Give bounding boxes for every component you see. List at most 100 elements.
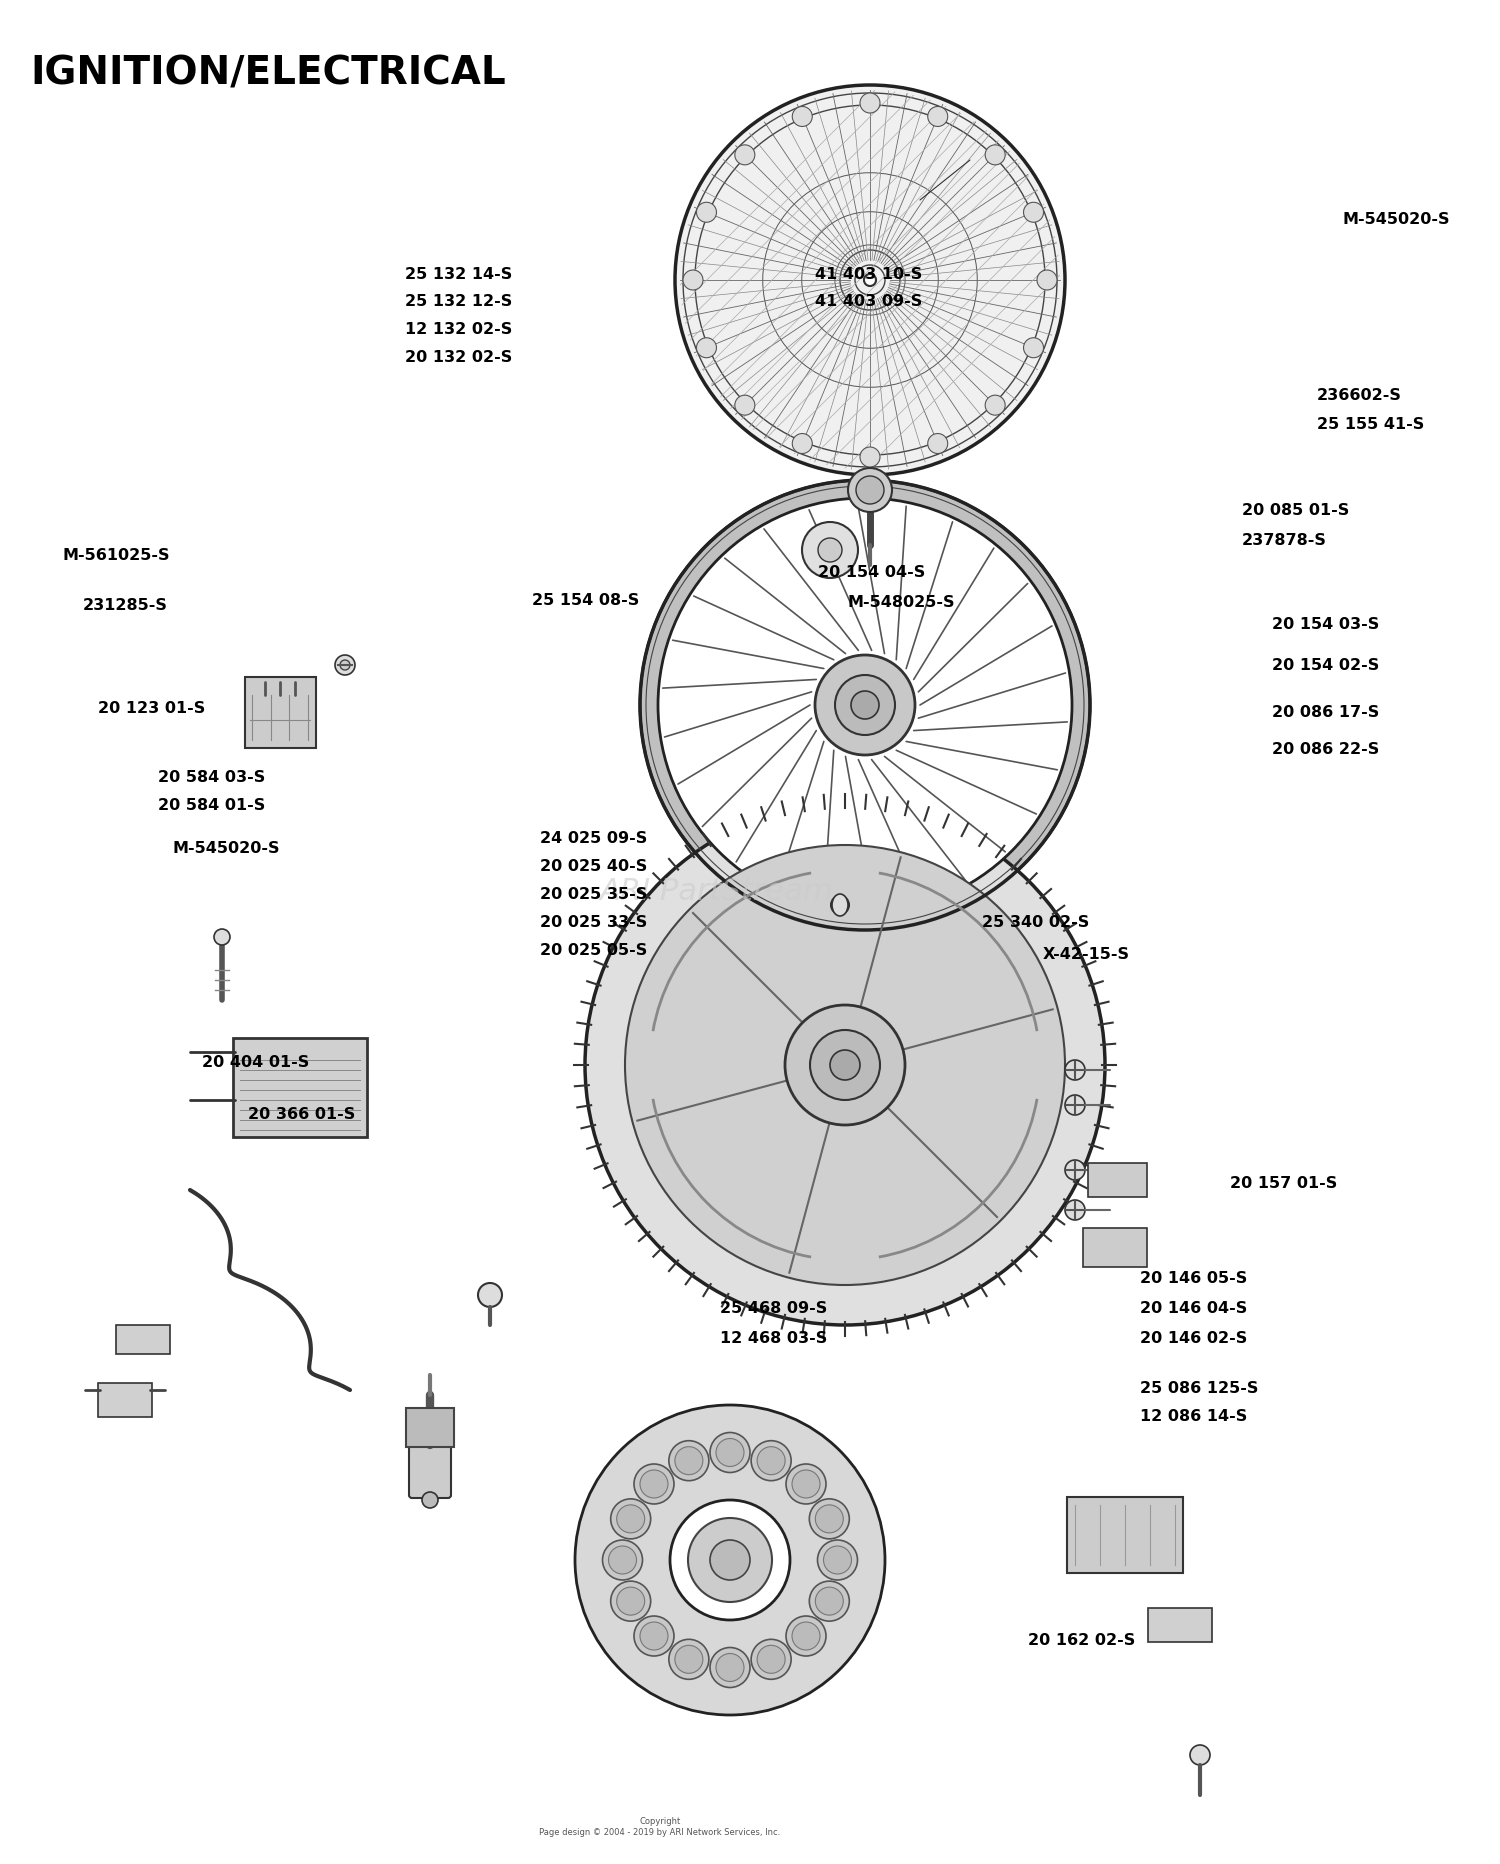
Circle shape bbox=[696, 203, 717, 222]
Circle shape bbox=[831, 897, 849, 913]
Circle shape bbox=[927, 434, 948, 453]
Text: M-545020-S: M-545020-S bbox=[172, 841, 280, 856]
Circle shape bbox=[340, 660, 350, 669]
Circle shape bbox=[864, 274, 876, 285]
Circle shape bbox=[986, 395, 1005, 416]
Circle shape bbox=[214, 928, 230, 945]
Text: 20 162 02-S: 20 162 02-S bbox=[1028, 1633, 1134, 1648]
Text: 236602-S: 236602-S bbox=[1317, 388, 1402, 403]
Circle shape bbox=[816, 1586, 843, 1614]
Circle shape bbox=[816, 1504, 843, 1532]
Circle shape bbox=[818, 539, 842, 563]
Circle shape bbox=[927, 106, 948, 127]
Circle shape bbox=[640, 481, 1090, 930]
Circle shape bbox=[603, 1540, 642, 1581]
Circle shape bbox=[1065, 1061, 1084, 1079]
Circle shape bbox=[609, 1545, 636, 1573]
Text: ARI PartStream: ARI PartStream bbox=[600, 876, 834, 906]
Text: 237878-S: 237878-S bbox=[1242, 533, 1328, 548]
Circle shape bbox=[422, 1491, 438, 1508]
FancyBboxPatch shape bbox=[1066, 1497, 1184, 1573]
Circle shape bbox=[752, 1638, 790, 1679]
Text: 25 132 14-S: 25 132 14-S bbox=[405, 267, 512, 281]
Text: 25 155 41-S: 25 155 41-S bbox=[1317, 418, 1425, 432]
Circle shape bbox=[710, 1540, 750, 1581]
Circle shape bbox=[784, 1005, 904, 1126]
Text: 25 154 08-S: 25 154 08-S bbox=[532, 593, 639, 608]
Circle shape bbox=[675, 1446, 704, 1474]
Circle shape bbox=[669, 1441, 710, 1480]
Circle shape bbox=[859, 93, 880, 114]
Circle shape bbox=[802, 522, 858, 578]
Text: 20 366 01-S: 20 366 01-S bbox=[248, 1107, 354, 1122]
Circle shape bbox=[735, 145, 754, 164]
Text: 20 146 04-S: 20 146 04-S bbox=[1140, 1301, 1248, 1316]
Circle shape bbox=[574, 1405, 885, 1715]
Circle shape bbox=[824, 1545, 852, 1573]
Circle shape bbox=[1023, 337, 1044, 358]
Text: 24 025 09-S: 24 025 09-S bbox=[540, 831, 648, 846]
Circle shape bbox=[669, 1638, 710, 1679]
Circle shape bbox=[634, 1463, 674, 1504]
Text: 20 157 01-S: 20 157 01-S bbox=[1230, 1176, 1338, 1191]
Circle shape bbox=[786, 1616, 826, 1655]
Circle shape bbox=[847, 468, 892, 513]
Circle shape bbox=[616, 1504, 645, 1532]
Text: 12 086 14-S: 12 086 14-S bbox=[1140, 1409, 1248, 1424]
Text: 20 132 02-S: 20 132 02-S bbox=[405, 350, 512, 365]
FancyBboxPatch shape bbox=[1148, 1609, 1212, 1642]
Circle shape bbox=[640, 1471, 668, 1499]
Circle shape bbox=[716, 1653, 744, 1681]
Text: M-561025-S: M-561025-S bbox=[63, 548, 171, 563]
Text: 20 154 04-S: 20 154 04-S bbox=[818, 565, 924, 580]
Circle shape bbox=[810, 1581, 849, 1622]
FancyBboxPatch shape bbox=[244, 677, 316, 747]
Text: 12 468 03-S: 12 468 03-S bbox=[720, 1331, 828, 1346]
Circle shape bbox=[716, 1439, 744, 1467]
Circle shape bbox=[792, 434, 813, 453]
Circle shape bbox=[334, 654, 356, 675]
Text: 20 404 01-S: 20 404 01-S bbox=[202, 1055, 309, 1070]
Circle shape bbox=[836, 675, 896, 734]
Text: 20 154 03-S: 20 154 03-S bbox=[1272, 617, 1380, 632]
Text: 20 584 01-S: 20 584 01-S bbox=[158, 798, 264, 813]
Text: 20 025 40-S: 20 025 40-S bbox=[540, 859, 648, 874]
Text: 20 025 05-S: 20 025 05-S bbox=[540, 943, 648, 958]
Text: 12 132 02-S: 12 132 02-S bbox=[405, 322, 512, 337]
Text: 20 584 03-S: 20 584 03-S bbox=[158, 770, 264, 785]
Text: 20 123 01-S: 20 123 01-S bbox=[98, 701, 204, 716]
Text: 231285-S: 231285-S bbox=[82, 598, 168, 613]
Ellipse shape bbox=[833, 895, 848, 915]
Text: 41 403 10-S: 41 403 10-S bbox=[815, 267, 921, 281]
Text: 20 146 05-S: 20 146 05-S bbox=[1140, 1271, 1248, 1286]
Circle shape bbox=[610, 1581, 651, 1622]
Circle shape bbox=[1023, 203, 1044, 222]
FancyBboxPatch shape bbox=[1088, 1163, 1148, 1197]
Circle shape bbox=[752, 1441, 790, 1480]
Text: 20 025 33-S: 20 025 33-S bbox=[540, 915, 648, 930]
Circle shape bbox=[616, 1586, 645, 1614]
Circle shape bbox=[818, 1540, 858, 1581]
Circle shape bbox=[786, 1463, 826, 1504]
Text: X-42-15-S: X-42-15-S bbox=[1042, 947, 1130, 962]
Circle shape bbox=[850, 692, 879, 720]
FancyBboxPatch shape bbox=[410, 1422, 452, 1499]
Circle shape bbox=[640, 1622, 668, 1650]
Text: 25 132 12-S: 25 132 12-S bbox=[405, 295, 512, 309]
Circle shape bbox=[478, 1282, 502, 1307]
Circle shape bbox=[735, 395, 754, 416]
FancyBboxPatch shape bbox=[1083, 1228, 1148, 1268]
Circle shape bbox=[1190, 1745, 1210, 1765]
FancyBboxPatch shape bbox=[98, 1383, 152, 1417]
Circle shape bbox=[1065, 1159, 1084, 1180]
FancyBboxPatch shape bbox=[116, 1325, 170, 1353]
Text: 25 468 09-S: 25 468 09-S bbox=[720, 1301, 828, 1316]
Circle shape bbox=[1036, 270, 1058, 291]
Circle shape bbox=[670, 1501, 790, 1620]
Circle shape bbox=[1065, 1094, 1084, 1115]
Text: 25 340 02-S: 25 340 02-S bbox=[982, 915, 1089, 930]
Circle shape bbox=[696, 337, 717, 358]
Text: 20 086 17-S: 20 086 17-S bbox=[1272, 705, 1380, 720]
Circle shape bbox=[688, 1517, 772, 1601]
Text: 20 146 02-S: 20 146 02-S bbox=[1140, 1331, 1248, 1346]
